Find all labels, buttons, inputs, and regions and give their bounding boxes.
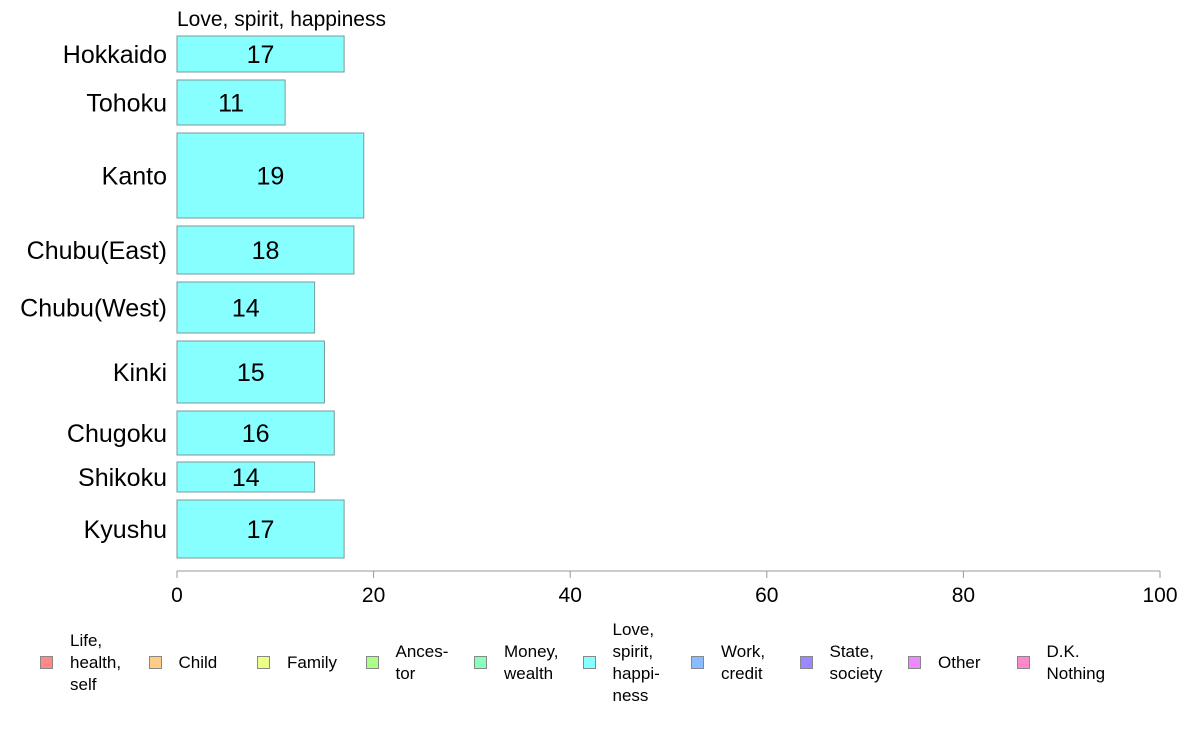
bar-value-label: 18	[252, 237, 280, 265]
x-tick-label: 40	[559, 584, 582, 607]
bar-value-label: 14	[232, 295, 260, 323]
bar-value-label: 19	[256, 163, 284, 191]
legend-label: Family	[287, 653, 338, 672]
bar-hokkaido	[176, 35, 345, 73]
x-tick-label: 100	[1142, 584, 1177, 607]
legend-swatch	[691, 656, 704, 669]
legend-swatch	[40, 656, 53, 669]
x-tick-label: 0	[171, 584, 183, 607]
category-label: Kanto	[102, 163, 167, 191]
legend-label: State, society	[829, 642, 883, 683]
legend-label: Child	[178, 653, 218, 672]
bar-chugoku	[176, 410, 335, 456]
category-label: Shikoku	[78, 464, 167, 492]
legend-swatch	[257, 656, 270, 669]
legend-label: Love, spirit, happi-ness	[612, 620, 660, 705]
chart-title: Love, spirit, happiness	[177, 8, 386, 31]
legend-label: Work, credit	[721, 642, 766, 683]
bar-value-label: 15	[237, 359, 265, 387]
legend-label: Money, wealth	[504, 642, 559, 683]
legend-swatch	[474, 656, 487, 669]
category-label: Hokkaido	[63, 41, 167, 69]
legend-swatch	[365, 656, 379, 669]
legend-swatch	[582, 656, 596, 669]
legend-swatch	[148, 656, 162, 669]
category-label: Kyushu	[84, 516, 167, 544]
legend: Life, health, self Child Family Ances-tor Mone…	[0, 620, 1188, 720]
bar-value-label: 14	[232, 464, 260, 492]
x-tick-label: 80	[952, 584, 975, 607]
legend-label: D.K. Nothing	[1046, 642, 1106, 683]
legend-swatch	[799, 656, 813, 669]
category-label: Chubu(East)	[27, 237, 167, 265]
bar-shikoku	[176, 461, 316, 493]
legend-swatch	[1016, 656, 1030, 669]
x-tick-label: 20	[362, 584, 385, 607]
category-label: Chugoku	[67, 420, 167, 448]
legend-swatch	[908, 656, 921, 669]
legend-label: Ances-tor	[395, 642, 449, 683]
bar-chubu-east-	[176, 225, 355, 275]
bar-kyushu	[176, 499, 345, 559]
legend-label: Other	[938, 653, 981, 672]
bar-kanto	[176, 132, 365, 219]
legend-label: Life, health, self	[70, 631, 122, 694]
category-label: Chubu(West)	[20, 295, 167, 323]
x-tick-label: 60	[755, 584, 778, 607]
bar-value-label: 16	[242, 420, 270, 448]
category-label: Kinki	[113, 359, 167, 387]
bar-kinki	[176, 340, 325, 404]
category-label: Tohoku	[86, 90, 167, 118]
x-axis: 0 20 40 60 80 100	[171, 570, 1178, 607]
bar-value-label: 11	[218, 90, 244, 118]
bar-chubu-west-	[176, 281, 316, 334]
bar-value-label: 17	[247, 41, 275, 69]
bar-tohoku	[176, 79, 286, 126]
bar-value-label: 17	[247, 516, 275, 544]
bars-group: Hokkaido 17 Tohoku 11 Kanto 19 Chubu(East) 18 Ch…	[20, 35, 365, 559]
